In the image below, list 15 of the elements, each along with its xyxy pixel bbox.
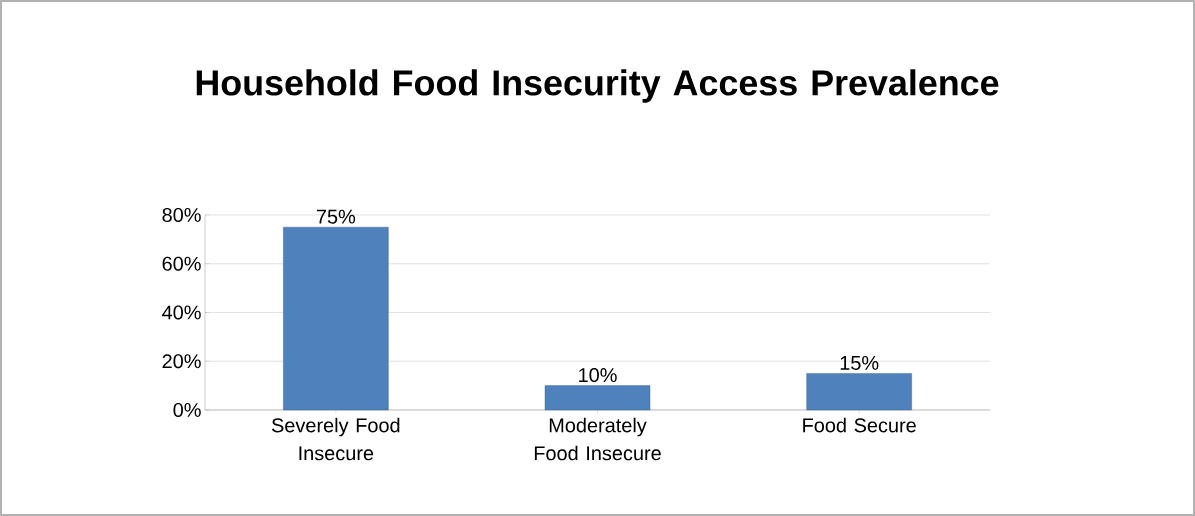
data-label: 75% (316, 209, 356, 224)
x-tick-label: Food Secure (803, 417, 916, 433)
data-label: 15% (840, 355, 879, 370)
x-tick-label: Moderately Food Insecure (534, 417, 661, 461)
bar (283, 226, 389, 411)
y-tick-label: 60% (162, 256, 201, 271)
y-tick-label: 40% (162, 305, 201, 320)
y-tick-label: 0% (173, 402, 201, 418)
y-tick-label: 80% (162, 207, 201, 223)
chart-title: Household Food Insecurity Access Prevalence (196, 69, 999, 103)
data-label: 10% (579, 367, 617, 383)
y-tick-label: 20% (162, 354, 201, 369)
x-tick-label: Severely Food Insecure (271, 417, 400, 461)
bar (806, 373, 912, 411)
bar (544, 385, 651, 411)
